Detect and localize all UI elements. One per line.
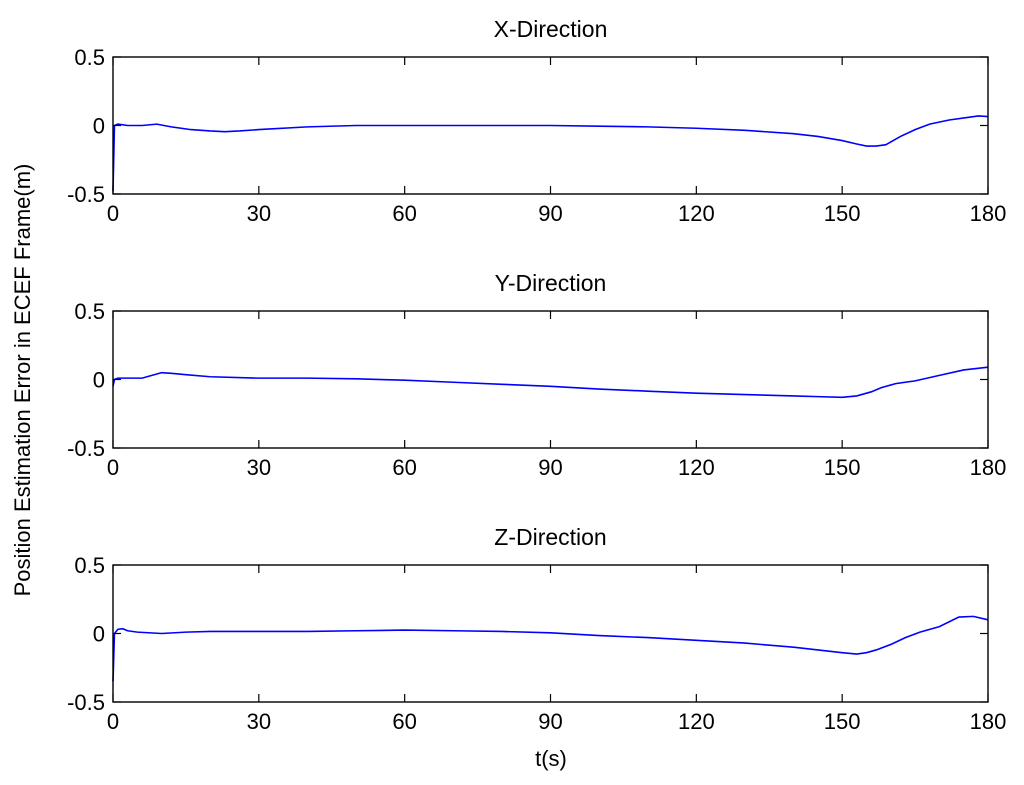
y-tick-label: 0: [93, 368, 105, 393]
y-tick-label: 0: [93, 114, 105, 139]
x-tick-label: 180: [970, 201, 1007, 226]
x-tick-label: 120: [678, 201, 715, 226]
subplot-title: Y-Direction: [495, 270, 607, 296]
x-tick-label: 90: [538, 201, 562, 226]
y-tick-label: -0.5: [67, 690, 105, 715]
x-tick-label: 150: [824, 709, 861, 734]
series-line: [112, 115, 989, 192]
x-tick-label: 180: [970, 455, 1007, 480]
y-tick-label: -0.5: [67, 182, 105, 207]
subplot-title: Z-Direction: [494, 524, 606, 550]
x-tick-label: 120: [678, 455, 715, 480]
x-tick-label: 150: [824, 201, 861, 226]
x-tick-label: 90: [538, 455, 562, 480]
series-line: [112, 366, 989, 399]
y-tick-label: 0.5: [74, 553, 105, 578]
x-tick-label: 0: [107, 455, 119, 480]
y-tick-label: 0.5: [74, 299, 105, 324]
y-tick-label: 0.5: [74, 45, 105, 70]
x-tick-label: 60: [392, 709, 416, 734]
y-axis-label: Position Estimation Error in ECEF Frame(…: [10, 164, 35, 597]
x-tick-label: 60: [392, 201, 416, 226]
x-axis-label: t(s): [535, 746, 567, 771]
x-tick-label: 60: [392, 455, 416, 480]
subplot-title: X-Direction: [494, 16, 608, 42]
series-line: [112, 615, 989, 682]
x-tick-label: 120: [678, 709, 715, 734]
y-tick-label: -0.5: [67, 436, 105, 461]
x-tick-label: 30: [247, 201, 271, 226]
plot-frame: [112, 310, 989, 449]
y-tick-label: 0: [93, 622, 105, 647]
x-tick-label: 0: [107, 709, 119, 734]
x-tick-label: 30: [247, 709, 271, 734]
x-tick-label: 150: [824, 455, 861, 480]
x-tick-label: 90: [538, 709, 562, 734]
x-tick-label: 180: [970, 709, 1007, 734]
x-tick-label: 0: [107, 201, 119, 226]
x-tick-label: 30: [247, 455, 271, 480]
